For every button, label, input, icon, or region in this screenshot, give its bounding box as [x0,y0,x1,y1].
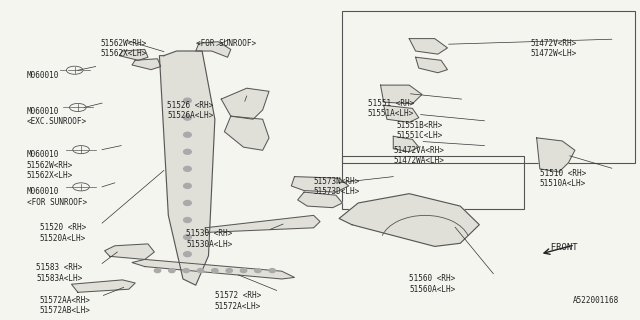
Polygon shape [159,51,215,285]
Ellipse shape [197,268,204,273]
Text: 51583 <RH>
51583A<LH>: 51583 <RH> 51583A<LH> [36,263,83,283]
Text: 51572AA<RH>
51572AB<LH>: 51572AA<RH> 51572AB<LH> [40,296,90,316]
Text: 51572 <RH>
51572A<LH>: 51572 <RH> 51572A<LH> [215,292,261,311]
Polygon shape [381,85,422,104]
Ellipse shape [184,166,191,171]
Polygon shape [394,136,419,152]
Ellipse shape [184,235,191,240]
Ellipse shape [269,268,275,273]
Bar [342,156,524,209]
Ellipse shape [184,115,191,120]
Text: 51510 <RH>
51510A<LH>: 51510 <RH> 51510A<LH> [540,169,586,188]
Ellipse shape [241,268,246,273]
Text: 51472V<RH>
51472W<LH>: 51472V<RH> 51472W<LH> [531,39,577,58]
Text: 51530 <RH>
51530A<LH>: 51530 <RH> 51530A<LH> [186,229,232,249]
Polygon shape [205,215,320,232]
Polygon shape [196,42,231,57]
Text: 51526 <RH>
51526A<LH>: 51526 <RH> 51526A<LH> [167,100,213,120]
Ellipse shape [169,268,175,273]
Text: <FOR SUNROOF>: <FOR SUNROOF> [196,39,256,48]
Bar [342,11,636,163]
Polygon shape [298,192,342,208]
Polygon shape [72,280,135,292]
Text: M060010
51562W<RH>
51562X<LH>: M060010 51562W<RH> 51562X<LH> [27,150,73,180]
Ellipse shape [226,268,232,273]
Text: 51573N<RH>
51573D<LH>: 51573N<RH> 51573D<LH> [314,177,360,196]
Ellipse shape [212,268,218,273]
Polygon shape [415,57,447,73]
Text: M060010: M060010 [27,71,60,80]
Ellipse shape [184,149,191,154]
Text: 51560 <RH>
51560A<LH>: 51560 <RH> 51560A<LH> [409,274,456,294]
Ellipse shape [154,268,161,273]
Polygon shape [104,244,154,260]
Text: 51562W<RH>
51562X<LH>: 51562W<RH> 51562X<LH> [100,39,147,58]
Ellipse shape [184,183,191,188]
Text: FRONT: FRONT [540,243,577,252]
Text: 51551 <RH>
51551A<LH>: 51551 <RH> 51551A<LH> [368,99,414,118]
Text: 51472VA<RH>
51472WA<LH>: 51472VA<RH> 51472WA<LH> [394,146,444,165]
Polygon shape [384,105,419,122]
Polygon shape [132,260,294,279]
Text: M060010
<FOR SUNROOF>: M060010 <FOR SUNROOF> [27,188,87,207]
Ellipse shape [184,201,191,205]
Polygon shape [291,177,349,192]
Polygon shape [409,39,447,54]
Text: A522001168: A522001168 [573,296,620,305]
Text: M060010
<EXC.SUNROOF>: M060010 <EXC.SUNROOF> [27,107,87,126]
Ellipse shape [255,268,261,273]
Ellipse shape [184,218,191,222]
Polygon shape [537,138,575,172]
Ellipse shape [184,98,191,103]
Polygon shape [221,88,269,119]
Polygon shape [132,59,161,70]
Polygon shape [119,50,148,60]
Polygon shape [225,116,269,150]
Text: 51520 <RH>
51520A<LH>: 51520 <RH> 51520A<LH> [40,223,86,243]
Ellipse shape [184,252,191,257]
Ellipse shape [184,132,191,137]
Ellipse shape [183,268,189,273]
Polygon shape [339,194,479,246]
Text: 51551B<RH>
51551C<LH>: 51551B<RH> 51551C<LH> [396,121,443,140]
